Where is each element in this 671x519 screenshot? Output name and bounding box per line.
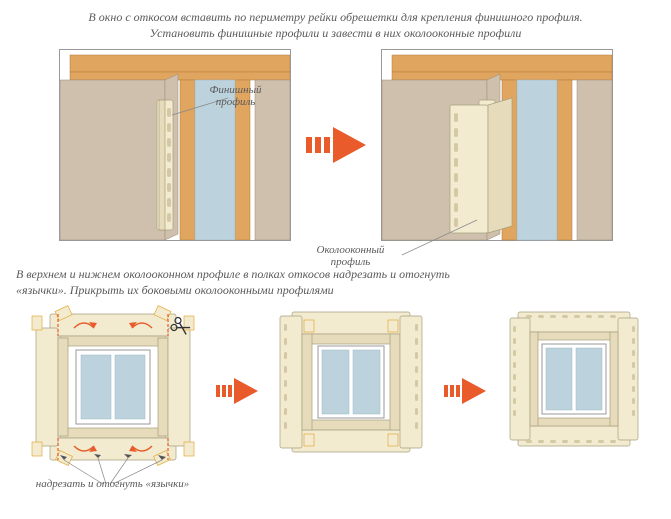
window-stage-3: [504, 306, 644, 476]
top-caption: В окно с откосом вставить по периметру р…: [10, 10, 661, 41]
window-label-l2: профиль: [331, 256, 371, 268]
finish-label-l1: Финишный: [210, 84, 262, 96]
caption1-line2: Установить финишные профили и завести в …: [150, 26, 522, 40]
window-label-l1: Околооконный: [317, 244, 385, 256]
tabs-label: надрезать и отогнуть «язычки»: [23, 478, 203, 490]
bottom-row: надрезать и отогнуть «язычки»: [10, 306, 661, 476]
window-stage-2: [276, 306, 426, 476]
finish-profile-label: Финишный профиль: [210, 84, 262, 108]
finish-profile-piece: [157, 100, 173, 230]
window-stage-1: надрезать и отогнуть «язычки»: [28, 306, 198, 476]
arrow-bottom-1: [216, 378, 258, 404]
arrow-bottom-2: [444, 378, 486, 404]
top-row: Финишный профиль: [10, 49, 661, 241]
right-iso-panel: Околооконный профиль: [381, 49, 613, 241]
arrow-top: [306, 127, 366, 163]
right-iso-svg: [382, 50, 612, 240]
caption1-line1: В окно с откосом вставить по периметру р…: [88, 10, 582, 24]
left-iso-panel: Финишный профиль: [59, 49, 291, 241]
window-profile-label: Околооконный профиль: [317, 244, 385, 268]
caption2-line1: В верхнем и нижнем околооконном профиле …: [16, 267, 450, 281]
finish-label-l2: профиль: [216, 96, 256, 108]
caption2-line2: «язычки». Прикрыть их боковыми околоокон…: [16, 283, 334, 297]
left-iso-svg: [60, 50, 290, 240]
bottom-caption: В верхнем и нижнем околооконном профиле …: [16, 267, 661, 298]
window-profile-piece: [450, 98, 512, 233]
